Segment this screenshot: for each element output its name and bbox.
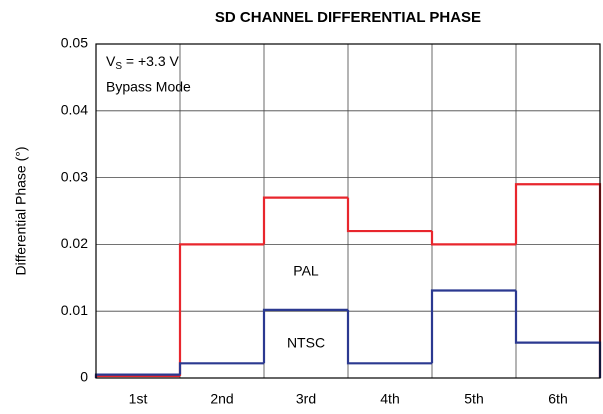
chart-title: SD CHANNEL DIFFERENTIAL PHASE [215,9,481,26]
annotation-text: = +3.3 V [122,53,179,69]
step-segment [346,309,432,365]
annotation: VS = +3.3 V [106,53,179,72]
y-tick-label: 0.04 [61,102,88,118]
y-tick-label: 0.05 [61,35,88,51]
step-segment [514,183,602,378]
y-axis-label: Differential Phase (°) [13,146,29,275]
x-tick-label: 4th [380,391,399,407]
x-tick-label: 5th [464,391,483,407]
step-segment [430,289,516,364]
x-tick-label: 1st [129,391,148,407]
y-tick-label: 0.02 [61,235,88,251]
annotation-text: V [106,53,116,69]
step-segment [346,197,432,233]
y-tick-label: 0.03 [61,168,88,184]
annotation-text: S [115,61,122,72]
step-segment [430,231,516,246]
annotation: Bypass Mode [106,79,191,95]
x-tick-label: 6th [548,391,567,407]
series-label: NTSC [287,335,325,351]
step-segment [262,308,348,364]
step-segment [514,290,602,378]
y-tick-label: 0 [80,369,88,385]
step-segment [262,196,348,245]
y-tick-label: 0.01 [61,302,88,318]
x-tick-label: 3rd [296,391,316,407]
step-segment [178,362,264,375]
series-label: PAL [293,263,319,279]
step-segment [178,243,264,376]
x-tick-label: 2nd [210,391,233,407]
plot-frame [95,43,601,379]
